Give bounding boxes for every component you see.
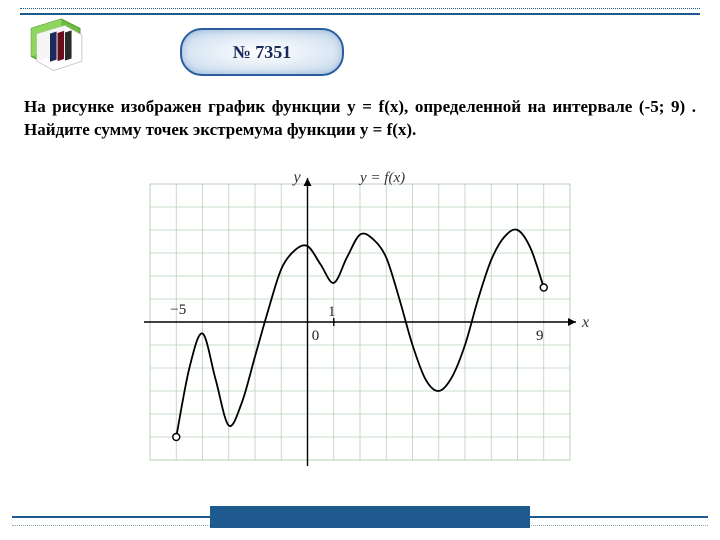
svg-text:y = f(x): y = f(x)	[358, 170, 405, 186]
svg-text:0: 0	[312, 328, 320, 344]
books-logo	[20, 4, 95, 79]
svg-text:−5: −5	[170, 302, 186, 318]
footer-bar	[210, 506, 530, 528]
function-graph: x y y = f(x) −5 10 9	[120, 160, 600, 480]
svg-text:x: x	[581, 314, 589, 331]
problem-statement: На рисунке изображен график функции y = …	[24, 96, 696, 142]
top-border	[20, 8, 700, 15]
svg-text:1: 1	[328, 304, 336, 320]
problem-number-badge: № 7351	[180, 28, 344, 76]
svg-text:9: 9	[536, 328, 544, 344]
svg-text:y: y	[292, 169, 302, 186]
problem-number: № 7351	[233, 42, 292, 63]
